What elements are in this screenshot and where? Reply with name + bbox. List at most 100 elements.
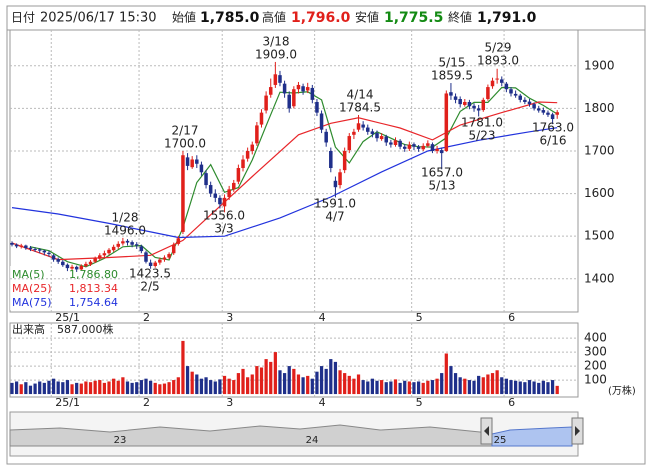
volume-bar xyxy=(458,377,462,395)
candle-body xyxy=(102,253,107,256)
candle-body xyxy=(319,113,324,130)
candle-body xyxy=(176,238,181,244)
candle-body xyxy=(195,159,199,164)
header-date: 2025/06/17 15:30 xyxy=(40,11,157,26)
volume-bar xyxy=(176,377,180,395)
candle-body xyxy=(352,131,356,135)
legend-value: 1,754.64 xyxy=(69,296,118,309)
candle-body xyxy=(361,124,365,128)
volume-bar xyxy=(375,380,379,395)
annotation-value: 1496.0 xyxy=(104,224,146,238)
candle-body xyxy=(259,112,264,125)
volume-bar xyxy=(172,380,176,395)
volume-bar xyxy=(269,361,273,395)
annotation-date: 2/5 xyxy=(140,280,159,294)
candle-body xyxy=(171,244,176,254)
volume-bar xyxy=(61,382,65,395)
candle-body xyxy=(93,258,97,262)
x-tick-label: 5 xyxy=(416,396,423,409)
volume-bar xyxy=(14,381,19,395)
candle-body xyxy=(481,99,486,111)
volume-bar xyxy=(301,377,305,395)
candle-body xyxy=(208,185,213,194)
volume-bar xyxy=(477,375,481,395)
volume-bar xyxy=(121,377,125,395)
candle-body xyxy=(268,87,273,95)
header-label: 始値 xyxy=(172,10,196,25)
candle-body xyxy=(241,159,245,169)
volume-bar xyxy=(490,373,495,395)
volume-bar xyxy=(440,373,444,395)
candle-body xyxy=(116,243,121,247)
header-value: 1,775.5 xyxy=(384,10,443,26)
candle-body xyxy=(24,245,28,249)
candle-body xyxy=(444,93,449,151)
candle-body xyxy=(518,95,522,100)
volume-bar xyxy=(158,384,162,395)
candle-body xyxy=(347,136,352,151)
volume-bar xyxy=(421,382,425,395)
candle-body xyxy=(356,123,361,130)
volume-bar xyxy=(287,366,291,395)
volume-bar xyxy=(28,385,33,395)
annotation-date: 5/13 xyxy=(429,179,456,193)
navigator-selection[interactable] xyxy=(491,426,573,447)
volume-bar xyxy=(107,381,111,395)
arrow-left xyxy=(484,426,489,436)
volume-bar xyxy=(430,380,435,395)
volume-bar xyxy=(250,374,254,395)
candle-body xyxy=(139,246,144,252)
volume-bar xyxy=(218,379,222,395)
candle-body xyxy=(47,252,51,255)
candle-body xyxy=(476,108,481,111)
volume-bar xyxy=(241,368,245,395)
candle-body xyxy=(282,83,287,94)
candle-body xyxy=(33,248,37,250)
volume-bar xyxy=(426,380,430,395)
volume-bar xyxy=(370,378,375,395)
annotation-value: 1909.0 xyxy=(255,48,297,62)
volume-bar xyxy=(278,370,282,395)
volume-bar xyxy=(296,374,301,395)
volume-bar xyxy=(185,366,190,395)
volume-bar xyxy=(84,381,88,395)
volume-bar xyxy=(398,382,402,395)
candle-body xyxy=(375,133,379,139)
annotation-date: 3/18 xyxy=(263,35,290,49)
candle-body xyxy=(536,108,541,111)
candle-body xyxy=(467,101,472,107)
candle-body xyxy=(255,125,259,144)
candle-body xyxy=(162,257,167,260)
candle-body xyxy=(310,87,315,100)
candle-body xyxy=(439,150,444,154)
volume-bar xyxy=(259,367,264,395)
x-tick-label: 3 xyxy=(226,396,233,409)
x-tick-label: 6 xyxy=(508,311,515,324)
legend-name: MA(75) xyxy=(12,296,52,309)
x-tick-label: 6 xyxy=(508,396,515,409)
legend-box xyxy=(10,266,119,310)
volume-bar xyxy=(310,378,314,395)
candle-body xyxy=(232,182,236,190)
volume-bar xyxy=(148,380,153,395)
volume-bar xyxy=(88,382,93,395)
annotation-date: 6/16 xyxy=(540,134,567,148)
candle-body xyxy=(148,262,153,266)
volume-bar xyxy=(416,381,421,395)
volume-bar xyxy=(144,378,148,395)
candle-body xyxy=(315,101,319,113)
annotation-date: 5/29 xyxy=(485,41,512,55)
candle-body xyxy=(509,89,513,94)
volume-bar xyxy=(42,382,46,395)
price-panel xyxy=(9,29,579,313)
x-tick-label: 2 xyxy=(143,311,150,324)
volume-bar xyxy=(135,382,139,395)
candle-body xyxy=(134,244,139,246)
candle-body xyxy=(19,245,23,247)
y-tick-label: 100 xyxy=(584,373,607,387)
annotation-date: 5/23 xyxy=(469,129,496,143)
candle-body xyxy=(384,136,389,143)
volume-bar xyxy=(236,373,241,395)
candle-body xyxy=(125,240,130,243)
candle-body xyxy=(42,250,47,253)
